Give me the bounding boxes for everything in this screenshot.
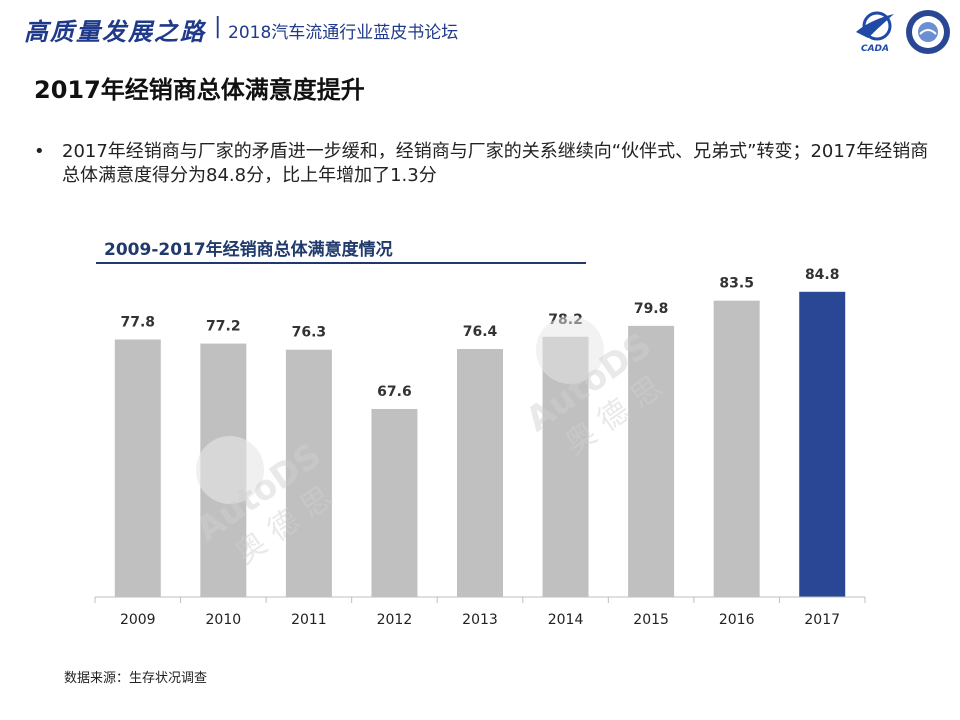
bar-2013 <box>457 349 503 597</box>
association-seal-icon <box>906 10 950 54</box>
bullet-icon: • <box>34 141 45 162</box>
bar-2009 <box>114 339 161 597</box>
data-label-2013: 76.4 <box>463 324 498 340</box>
x-tick-label-2015: 2015 <box>633 612 669 628</box>
bar-2012 <box>371 408 418 597</box>
data-label-2010: 77.2 <box>206 319 241 335</box>
header-separator: | <box>214 14 222 39</box>
x-tick-label-2013: 2013 <box>462 612 498 628</box>
data-label-2014: 78.2 <box>548 312 583 328</box>
data-label-2011: 76.3 <box>292 325 327 341</box>
page-title: 2017年经销商总体满意度提升 <box>34 76 365 104</box>
cada-logo-text: CADA <box>861 44 889 54</box>
subtitle-underline <box>96 262 586 264</box>
data-label-2017: 84.8 <box>805 267 840 283</box>
data-label-2015: 79.8 <box>634 301 669 317</box>
data-label-2009: 77.8 <box>121 314 156 330</box>
x-tick-label-2017: 2017 <box>804 612 840 628</box>
bullet-text: 2017年经销商与厂家的矛盾进一步缓和，经销商与厂家的关系继续向“伙伴式、兄弟式… <box>62 141 929 186</box>
brand-slogan: 高质量发展之路 <box>24 17 206 46</box>
chart-subtitle: 2009-2017年经销商总体满意度情况 <box>104 240 393 260</box>
x-tick-label-2012: 2012 <box>377 612 413 628</box>
bar-2015 <box>628 325 675 597</box>
data-label-2016: 83.5 <box>719 276 754 292</box>
x-tick-label-2010: 2010 <box>206 612 242 628</box>
forum-title: 2018汽车流通行业蓝皮书论坛 <box>228 23 459 43</box>
data-source-note: 数据来源：生存状况调查 <box>64 671 208 686</box>
bar-2011 <box>285 349 332 597</box>
x-tick-label-2016: 2016 <box>719 612 755 628</box>
x-tick-label-2011: 2011 <box>291 612 327 628</box>
bar-2014 <box>542 336 589 597</box>
x-tick-label-2009: 2009 <box>120 612 156 628</box>
bar-2010 <box>200 343 247 597</box>
cada-logo-icon: CADA <box>856 11 894 54</box>
data-label-2012: 67.6 <box>377 384 412 400</box>
x-tick-label-2014: 2014 <box>548 612 584 628</box>
header-bar: 高质量发展之路 | 2018汽车流通行业蓝皮书论坛 CADA <box>0 0 960 62</box>
bar-2016 <box>713 300 760 597</box>
bar-2017 <box>799 291 846 597</box>
